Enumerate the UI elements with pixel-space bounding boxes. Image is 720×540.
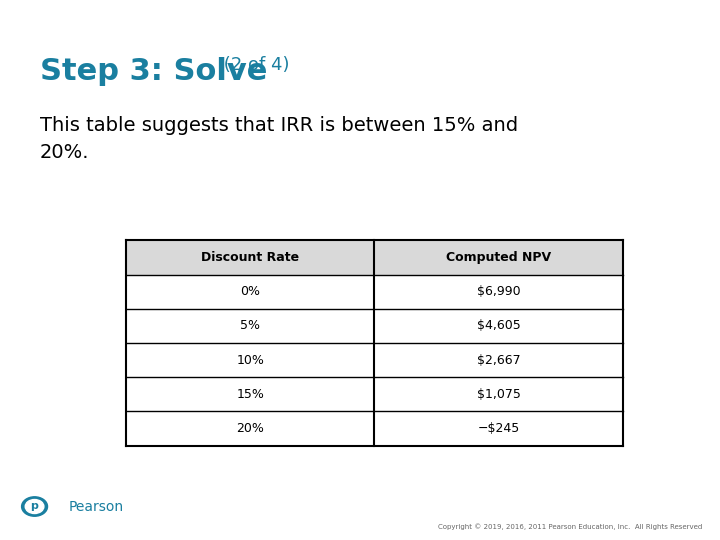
Text: (2 of 4): (2 of 4) bbox=[218, 56, 289, 73]
Text: 20%: 20% bbox=[236, 422, 264, 435]
Bar bbox=[126, 240, 623, 274]
Text: Discount Rate: Discount Rate bbox=[201, 251, 300, 264]
Text: $6,990: $6,990 bbox=[477, 285, 521, 298]
Text: $1,075: $1,075 bbox=[477, 388, 521, 401]
Circle shape bbox=[25, 500, 44, 514]
Text: Step 3: Solve: Step 3: Solve bbox=[40, 57, 267, 86]
Text: $4,605: $4,605 bbox=[477, 319, 521, 332]
Text: 10%: 10% bbox=[236, 354, 264, 367]
Text: 5%: 5% bbox=[240, 319, 260, 332]
Circle shape bbox=[22, 497, 48, 516]
Text: Computed NPV: Computed NPV bbox=[446, 251, 552, 264]
Text: $2,667: $2,667 bbox=[477, 354, 521, 367]
Text: Pearson: Pearson bbox=[69, 500, 125, 514]
Text: 0%: 0% bbox=[240, 285, 260, 298]
Text: This table suggests that IRR is between 15% and
20%.: This table suggests that IRR is between … bbox=[40, 116, 518, 161]
Text: p: p bbox=[31, 501, 38, 511]
Text: 15%: 15% bbox=[236, 388, 264, 401]
Text: −$245: −$245 bbox=[477, 422, 520, 435]
Text: Copyright © 2019, 2016, 2011 Pearson Education, Inc.  All Rights Reserved: Copyright © 2019, 2016, 2011 Pearson Edu… bbox=[438, 524, 702, 530]
